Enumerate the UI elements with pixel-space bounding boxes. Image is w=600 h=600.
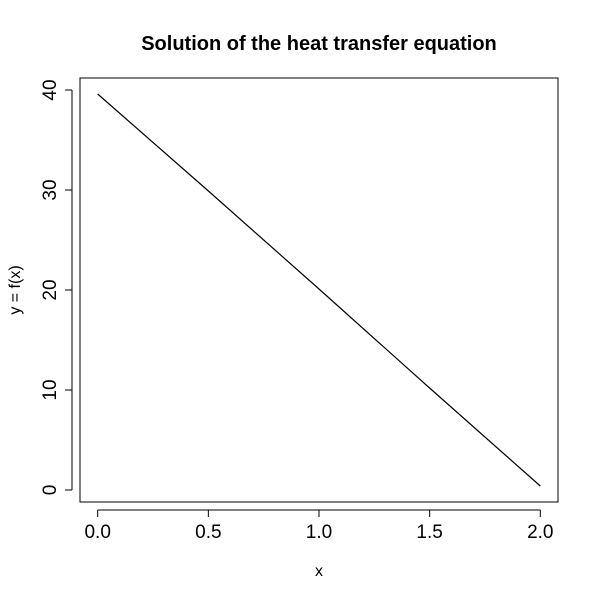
- x-tick-label: 2.0: [527, 522, 553, 543]
- y-axis: 0 10 20 30 40: [40, 79, 73, 496]
- y-tick-label: 20: [40, 279, 61, 300]
- x-tick-label: 0.0: [84, 522, 110, 543]
- x-axis-label: x: [315, 563, 323, 580]
- y-tick-label: 40: [40, 79, 61, 100]
- y-tick-label: 30: [40, 179, 61, 200]
- chart-title: Solution of the heat transfer equation: [141, 33, 497, 55]
- x-axis: 0.0 0.5 1.0 1.5 2.0: [84, 509, 554, 543]
- x-tick-label: 1.0: [306, 522, 332, 543]
- y-tick-label: 0: [40, 485, 61, 496]
- series-line-0: [97, 93, 541, 487]
- plot-frame: [79, 77, 559, 503]
- x-tick-label: 0.5: [195, 522, 221, 543]
- x-tick-label: 1.5: [416, 522, 442, 543]
- y-axis-label: y = f(x): [7, 265, 24, 314]
- series-layer: [97, 93, 541, 487]
- y-tick-label: 10: [40, 379, 61, 400]
